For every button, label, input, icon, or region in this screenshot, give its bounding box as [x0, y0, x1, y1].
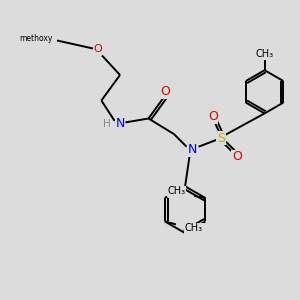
Text: CH₃: CH₃ — [185, 223, 203, 233]
Text: H: H — [103, 119, 110, 129]
Text: methoxy: methoxy — [19, 34, 52, 43]
Text: CH₃: CH₃ — [167, 186, 185, 197]
Text: O: O — [161, 85, 170, 98]
Text: S: S — [217, 132, 225, 145]
Text: CH₃: CH₃ — [256, 49, 274, 59]
Text: N: N — [188, 143, 197, 156]
Text: O: O — [93, 44, 102, 55]
Text: O: O — [208, 110, 218, 123]
Text: N: N — [115, 117, 125, 130]
Text: O: O — [232, 150, 242, 164]
